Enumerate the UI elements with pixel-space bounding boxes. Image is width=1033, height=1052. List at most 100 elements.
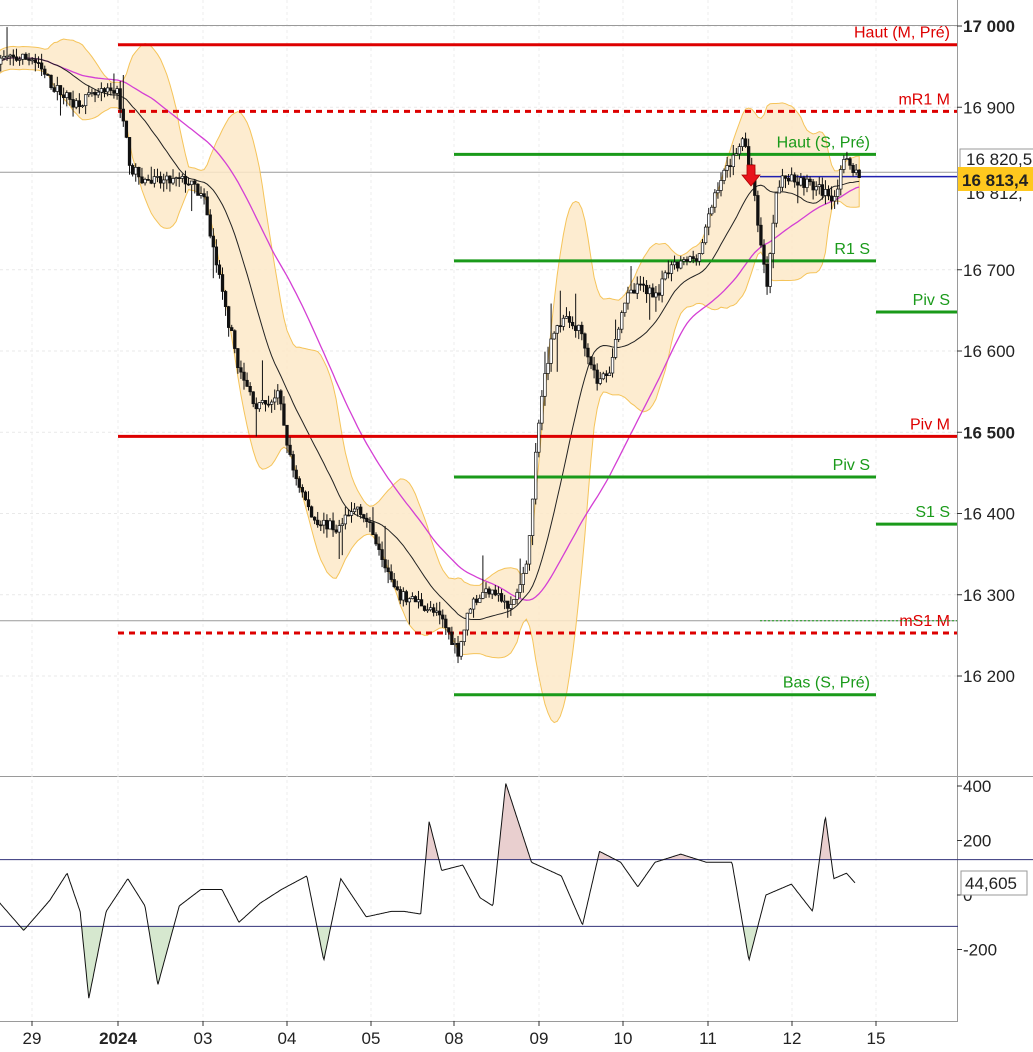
candle <box>851 164 855 173</box>
candle <box>438 610 442 616</box>
candle <box>811 181 815 191</box>
candle <box>297 478 301 488</box>
candle <box>651 287 655 298</box>
candle <box>273 397 277 403</box>
candle <box>140 176 144 184</box>
ma-long-line <box>0 57 860 601</box>
candle <box>728 165 732 168</box>
candle <box>796 181 800 186</box>
candle <box>740 138 745 147</box>
candle <box>214 246 219 266</box>
candle <box>365 517 369 523</box>
candle <box>39 62 44 70</box>
candle <box>604 373 609 377</box>
candle <box>666 272 670 275</box>
level-label: Bas (S, Pré) <box>783 675 870 692</box>
candle <box>610 357 615 374</box>
candle <box>77 100 81 107</box>
markers <box>741 164 761 187</box>
candle <box>180 176 184 179</box>
x-tick-label: 08 <box>445 1029 464 1048</box>
overbought-fill <box>425 821 439 860</box>
candle <box>793 174 797 183</box>
candle <box>530 498 535 536</box>
candle <box>453 642 457 645</box>
candle <box>392 579 396 588</box>
oversold-fill <box>148 926 174 985</box>
candle <box>205 196 209 216</box>
y-tick-label: 17 000 <box>963 17 1015 36</box>
candle <box>694 258 698 262</box>
candle <box>407 598 412 603</box>
candle <box>174 177 178 179</box>
candle <box>509 604 513 609</box>
level-label: mS1 M <box>899 613 950 630</box>
candle <box>328 520 332 530</box>
x-tick-label: 03 <box>194 1029 213 1048</box>
candle <box>641 283 646 286</box>
candle <box>422 605 427 611</box>
x-tick-label: 12 <box>783 1029 802 1048</box>
candle <box>90 92 94 94</box>
candle <box>725 165 729 171</box>
candle <box>245 379 249 387</box>
candle <box>227 306 231 328</box>
y-tick-label: 16 700 <box>963 261 1015 280</box>
candle <box>334 529 338 533</box>
candle <box>127 137 132 166</box>
candle <box>211 235 215 248</box>
candle <box>359 506 363 515</box>
candle <box>21 53 25 60</box>
candle <box>691 256 695 259</box>
candle <box>527 535 532 565</box>
candle <box>731 154 735 168</box>
candle <box>707 213 711 228</box>
candle <box>87 92 91 96</box>
candle <box>441 614 445 620</box>
x-tick-label: 2024 <box>99 1029 137 1048</box>
candle <box>570 321 575 327</box>
candle <box>743 138 748 147</box>
candle <box>177 177 181 179</box>
candle <box>802 177 806 188</box>
candle <box>11 54 15 58</box>
candle <box>484 588 488 593</box>
candle <box>410 596 415 600</box>
candle <box>617 328 621 340</box>
candle <box>36 62 41 64</box>
candle <box>734 153 739 156</box>
candle <box>777 186 782 194</box>
candle <box>561 317 566 327</box>
candle <box>632 289 636 294</box>
candle <box>626 292 630 304</box>
candle <box>96 91 100 96</box>
candle <box>404 591 408 603</box>
candle <box>854 169 858 173</box>
candle <box>450 631 454 645</box>
candle <box>362 514 366 519</box>
candle <box>759 224 763 246</box>
oscillator-line <box>0 783 856 999</box>
candle <box>162 179 166 184</box>
candle <box>654 292 658 298</box>
candle <box>260 400 265 404</box>
candle <box>401 591 405 601</box>
candle <box>325 519 329 530</box>
candle <box>276 390 280 399</box>
candle <box>288 444 292 455</box>
current-price-box <box>958 167 1033 191</box>
candle <box>589 356 593 366</box>
candle <box>481 592 485 599</box>
candle <box>620 312 624 330</box>
candle <box>580 324 584 335</box>
candle <box>540 395 544 424</box>
candle <box>595 369 599 384</box>
candle <box>30 59 34 62</box>
candle <box>5 55 9 58</box>
candle <box>598 378 602 384</box>
candle <box>383 559 387 569</box>
candle <box>496 593 501 596</box>
candle <box>352 508 357 513</box>
candle <box>515 592 519 600</box>
candle <box>223 291 228 307</box>
